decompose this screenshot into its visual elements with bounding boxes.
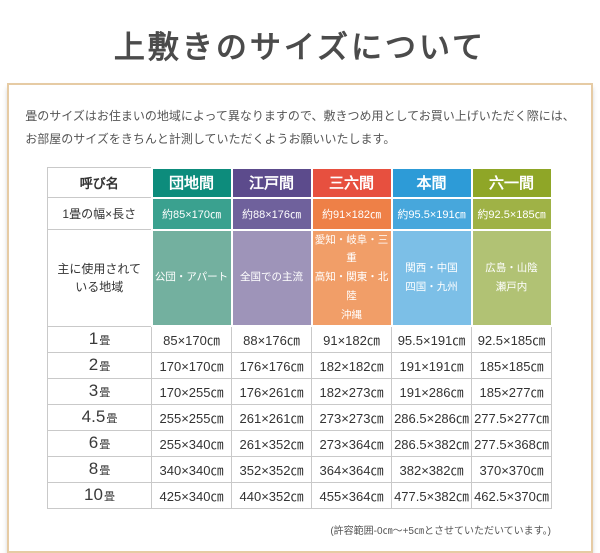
region-cell-rokuichima: 広島・山陰 瀬戸内 xyxy=(470,228,553,328)
size-cell: 261×261㎝ xyxy=(231,403,312,431)
size-cell: 191×191㎝ xyxy=(391,351,472,379)
tatami-size-table: 呼び名 団地間 江戸間 三六間 本間 六一間 1畳の幅×長さ 約85×170㎝ … xyxy=(47,166,553,509)
size-cell: 255×340㎝ xyxy=(151,429,232,457)
size-cell: 370×370㎝ xyxy=(471,455,552,483)
col-header-danchima: 団地間 xyxy=(150,166,233,199)
size-cell: 95.5×191㎝ xyxy=(391,325,472,353)
description-line-2: お部屋のサイズをきちんと計測していただくようお願いいたします。 xyxy=(25,131,396,146)
width-cell-edoma: 約88×176㎝ xyxy=(230,196,313,231)
content-frame: 畳のサイズはお住まいの地域によって異なりますので、敷きつめ用としてお買い上げいた… xyxy=(7,83,593,553)
size-row-label: 3畳 xyxy=(47,377,152,405)
size-cell: 425×340㎝ xyxy=(151,481,232,509)
size-count: 2 xyxy=(88,355,99,375)
size-row-label: 8畳 xyxy=(47,455,152,483)
size-cell: 273×273㎝ xyxy=(311,403,392,431)
size-cell: 352×352㎝ xyxy=(231,455,312,483)
size-row-3jo: 3畳 170×255㎝ 176×261㎝ 182×273㎝ 191×286㎝ 1… xyxy=(47,377,552,405)
size-cell: 277.5×277㎝ xyxy=(471,403,552,431)
size-cell: 191×286㎝ xyxy=(391,377,472,405)
size-count: 10 xyxy=(84,485,103,505)
size-cell: 261×352㎝ xyxy=(231,429,312,457)
size-cell: 382×382㎝ xyxy=(391,455,472,483)
size-unit: 畳 xyxy=(99,439,111,452)
size-cell: 176×261㎝ xyxy=(231,377,312,405)
size-cell: 182×182㎝ xyxy=(311,351,392,379)
size-row-label: 4.5畳 xyxy=(47,403,152,431)
size-cell: 185×185㎝ xyxy=(471,351,552,379)
col-header-rokuichima: 六一間 xyxy=(470,166,553,199)
width-row-label: 1畳の幅×長さ xyxy=(47,197,152,231)
region-cell-sanrokuma: 愛知・岐阜・三重 高知・関東・北陸 沖縄 xyxy=(310,228,393,328)
size-row-4-5jo: 4.5畳 255×255㎝ 261×261㎝ 273×273㎝ 286.5×28… xyxy=(47,403,552,431)
size-unit: 畳 xyxy=(99,465,111,478)
size-count: 3 xyxy=(88,381,99,401)
size-cell: 277.5×368㎝ xyxy=(471,429,552,457)
size-cell: 185×277㎝ xyxy=(471,377,552,405)
size-cell: 286.5×286㎝ xyxy=(391,403,472,431)
region-cell-danchima: 公団・アパート xyxy=(150,228,233,328)
size-cell: 462.5×370㎝ xyxy=(471,481,552,509)
description: 畳のサイズはお住まいの地域によって異なりますので、敷きつめ用としてお買い上げいた… xyxy=(25,105,574,151)
size-row-10jo: 10畳 425×340㎝ 440×352㎝ 455×364㎝ 477.5×382… xyxy=(47,481,552,509)
size-row-label: 6畳 xyxy=(47,429,152,457)
size-row-label: 10畳 xyxy=(47,481,152,509)
size-unit: 畳 xyxy=(99,361,111,374)
size-cell: 477.5×382㎝ xyxy=(391,481,472,509)
width-length-row: 1畳の幅×長さ 約85×170㎝ 約88×176㎝ 約91×182㎝ 約95.5… xyxy=(47,196,553,231)
size-cell: 176×176㎝ xyxy=(231,351,312,379)
region-cell-honma: 関西・中国 四国・九州 xyxy=(390,228,473,328)
region-cell-edoma: 全国での主流 xyxy=(230,228,313,328)
width-cell-sanrokuma: 約91×182㎝ xyxy=(310,196,393,231)
size-cell: 273×364㎝ xyxy=(311,429,392,457)
region-row-label: 主に使用されて いる地域 xyxy=(47,229,152,327)
size-row-6jo: 6畳 255×340㎝ 261×352㎝ 273×364㎝ 286.5×382㎝… xyxy=(47,429,552,457)
page-title: 上敷きのサイズについて xyxy=(113,30,487,65)
size-count: 4.5 xyxy=(81,407,106,427)
size-cell: 85×170㎝ xyxy=(151,325,232,353)
size-row-label: 1畳 xyxy=(47,325,152,353)
width-cell-rokuichima: 約92.5×185㎝ xyxy=(470,196,553,231)
size-count: 1 xyxy=(88,329,99,349)
corner-header-yobina: 呼び名 xyxy=(47,167,152,199)
size-cell: 92.5×185㎝ xyxy=(471,325,552,353)
table-header-row: 呼び名 団地間 江戸間 三六間 本間 六一間 xyxy=(47,166,553,199)
size-cell: 91×182㎝ xyxy=(311,325,392,353)
size-row-2jo: 2畳 170×170㎝ 176×176㎝ 182×182㎝ 191×191㎝ 1… xyxy=(47,351,552,379)
col-header-honma: 本間 xyxy=(390,166,473,199)
size-cell: 88×176㎝ xyxy=(231,325,312,353)
size-cell: 255×255㎝ xyxy=(151,403,232,431)
col-header-edoma: 江戸間 xyxy=(230,166,313,199)
size-unit: 畳 xyxy=(99,387,111,400)
size-cell: 182×273㎝ xyxy=(311,377,392,405)
size-count: 6 xyxy=(88,433,99,453)
size-unit: 畳 xyxy=(103,491,115,504)
col-header-sanrokuma: 三六間 xyxy=(310,166,393,199)
width-cell-honma: 約95.5×191㎝ xyxy=(390,196,473,231)
size-cell: 340×340㎝ xyxy=(151,455,232,483)
size-cell: 364×364㎝ xyxy=(311,455,392,483)
size-unit: 畳 xyxy=(106,413,118,426)
size-cell: 455×364㎝ xyxy=(311,481,392,509)
size-row-1jo: 1畳 85×170㎝ 88×176㎝ 91×182㎝ 95.5×191㎝ 92.… xyxy=(47,325,552,353)
size-cell: 286.5×382㎝ xyxy=(391,429,472,457)
description-line-1: 畳のサイズはお住まいの地域によって異なりますので、敷きつめ用としてお買い上げいた… xyxy=(25,109,575,123)
size-count: 8 xyxy=(88,459,99,479)
region-row: 主に使用されて いる地域 公団・アパート 全国での主流 愛知・岐阜・三重 高知・… xyxy=(47,228,553,328)
tolerance-footnote: (許容範囲-0㎝〜+5㎝とさせていただいています。) xyxy=(330,525,551,537)
size-cell: 170×170㎝ xyxy=(151,351,232,379)
size-row-8jo: 8畳 340×340㎝ 352×352㎝ 364×364㎝ 382×382㎝ 3… xyxy=(47,455,552,483)
size-unit: 畳 xyxy=(99,335,111,348)
size-cell: 170×255㎝ xyxy=(151,377,232,405)
size-row-label: 2畳 xyxy=(47,351,152,379)
size-cell: 440×352㎝ xyxy=(231,481,312,509)
width-cell-danchima: 約85×170㎝ xyxy=(150,196,233,231)
